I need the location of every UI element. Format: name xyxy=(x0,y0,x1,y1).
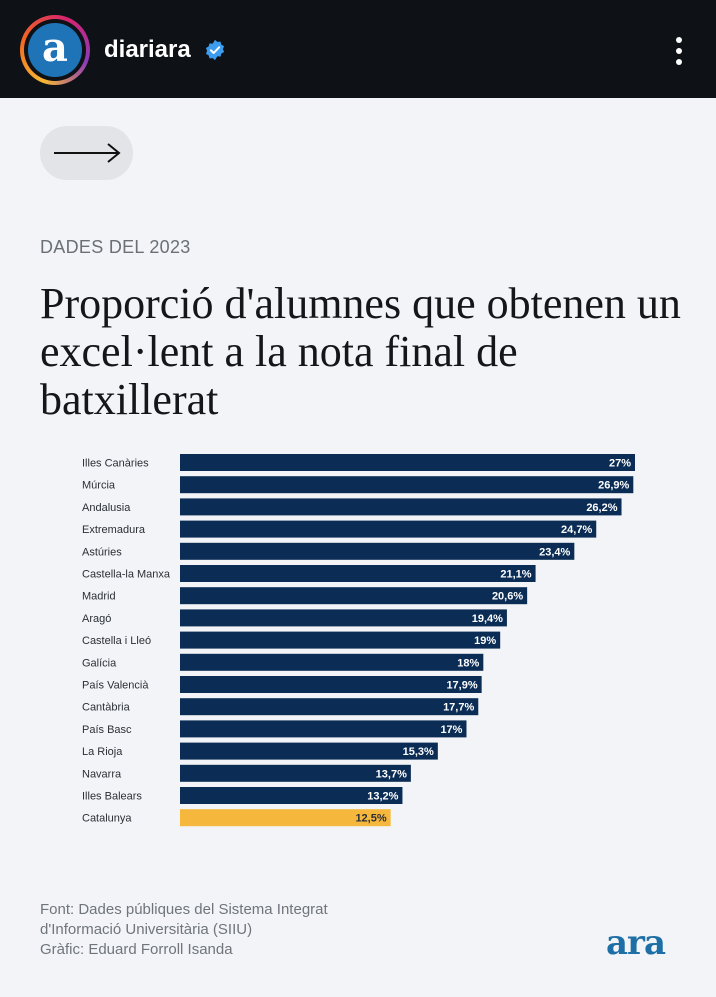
category-label: La Rioja xyxy=(82,746,123,758)
value-label: 17,9% xyxy=(446,680,477,692)
ara-logo: ara xyxy=(606,923,666,963)
bar xyxy=(180,454,635,471)
article-title: Proporció d'alumnes que obtenen un excel… xyxy=(40,279,681,424)
bar xyxy=(180,476,634,494)
category-label: Múrcia xyxy=(82,480,116,492)
category-label: Catalunya xyxy=(82,813,132,825)
verified-badge-icon xyxy=(205,39,225,61)
category-label: Andalusia xyxy=(82,502,131,514)
bar xyxy=(180,720,467,738)
value-label: 24,7% xyxy=(561,524,592,536)
bar xyxy=(180,631,501,649)
value-label: 13,2% xyxy=(367,791,398,803)
value-label: 23,4% xyxy=(539,546,570,558)
credit-line: Gràfic: Eduard Forroll Isanda xyxy=(40,941,233,958)
source-note: Font: Dades públiques del Sistema Integr… xyxy=(40,900,400,960)
value-label: 17,7% xyxy=(443,702,474,714)
category-label: Astúries xyxy=(82,546,122,558)
bar xyxy=(180,764,411,782)
value-label: 17% xyxy=(440,724,462,736)
arrow-right-icon xyxy=(54,143,121,163)
bar xyxy=(180,787,403,804)
avatar: a xyxy=(28,23,82,77)
value-label: 19% xyxy=(474,635,496,647)
kicker-label: DADES DEL 2023 xyxy=(40,237,191,257)
source-line: Font: Dades públiques del Sistema Integr… xyxy=(40,901,328,918)
bar xyxy=(180,742,438,760)
bar-chart: Illes Canàries 27% Múrcia 26,9% Andalusia 26,… xyxy=(82,454,635,827)
category-label: País Valencià xyxy=(82,680,149,692)
value-label: 20,6% xyxy=(492,591,523,603)
next-button[interactable] xyxy=(40,126,133,180)
category-label: Extremadura xyxy=(82,524,146,536)
category-label: País Basc xyxy=(82,724,132,736)
more-vertical-icon[interactable] xyxy=(668,34,690,68)
category-label: Madrid xyxy=(82,591,116,603)
bar xyxy=(180,498,622,516)
category-label: Galícia xyxy=(82,657,117,669)
value-label: 21,1% xyxy=(500,569,531,581)
source-line: d'Informació Universitària (SIIU) xyxy=(40,921,253,938)
category-label: Castella i Lleó xyxy=(82,635,151,647)
bar xyxy=(180,520,597,538)
value-label: 18% xyxy=(457,657,479,669)
bar xyxy=(180,587,528,605)
category-label: Illes Balears xyxy=(82,791,142,803)
category-label: Aragó xyxy=(82,613,111,625)
value-label: 15,3% xyxy=(403,746,434,758)
bar xyxy=(180,542,575,560)
value-label: 19,4% xyxy=(472,613,503,625)
category-label: Navarra xyxy=(82,768,122,780)
value-label: 12,5% xyxy=(355,813,386,825)
category-label: Castella-la Manxa xyxy=(82,569,171,581)
bar xyxy=(180,653,484,671)
value-label: 26,9% xyxy=(598,480,629,492)
profile-avatar-ring[interactable]: a xyxy=(20,15,90,85)
value-label: 27% xyxy=(609,458,631,470)
category-label: Cantàbria xyxy=(82,702,131,714)
account-username[interactable]: diariara xyxy=(104,36,191,63)
bar xyxy=(180,565,536,582)
app-header: a diariara xyxy=(0,0,716,98)
value-label: 26,2% xyxy=(586,502,617,514)
bar xyxy=(180,809,391,827)
bar xyxy=(180,698,479,716)
bar xyxy=(180,609,507,627)
category-label: Illes Canàries xyxy=(82,458,149,470)
bar xyxy=(180,676,482,693)
value-label: 13,7% xyxy=(376,768,407,780)
